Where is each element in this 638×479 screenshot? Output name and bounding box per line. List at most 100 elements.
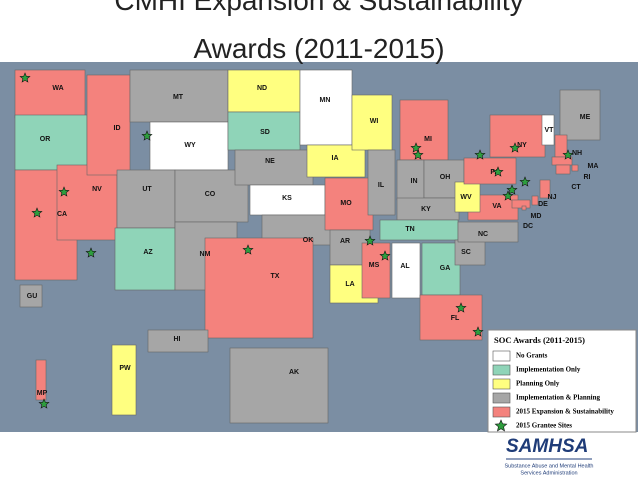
grantee-star: [472, 326, 484, 337]
grantee-star: [492, 166, 504, 177]
state-label: CO: [205, 191, 216, 198]
state-label: WY: [184, 142, 196, 149]
state-shape: [249, 184, 326, 216]
grantee-star: [19, 72, 31, 83]
legend-label: 2015 Grantee Sites: [516, 422, 572, 430]
grantee-star: [502, 190, 514, 201]
state-label: CA: [57, 211, 67, 218]
legend-title: SOC Awards (2011-2015): [494, 335, 585, 345]
state-shape: [463, 157, 517, 185]
state-shape: [147, 329, 209, 353]
state-shape: [419, 294, 483, 341]
state-label: KY: [421, 206, 431, 213]
grantee-star: [562, 149, 574, 160]
state-shape: [379, 219, 459, 241]
state-shape: [14, 114, 88, 171]
state-label: WI: [370, 118, 379, 125]
state-label: CT: [571, 184, 581, 191]
legend-box: [487, 329, 637, 433]
state-label: RI: [584, 174, 591, 181]
legend-swatch: [492, 364, 511, 376]
state-label: MN: [320, 97, 331, 104]
state-label: IL: [378, 182, 385, 189]
state-label: NC: [478, 231, 488, 238]
grantee-star: [85, 247, 97, 258]
state-label: PW: [119, 365, 131, 372]
legend-label: Implementation & Planning: [516, 394, 601, 402]
state-label: UT: [142, 186, 152, 193]
state-label: AR: [340, 238, 350, 245]
state-label: NV: [92, 186, 102, 193]
state-label: IA: [332, 155, 339, 162]
state-label: VT: [545, 127, 555, 134]
state-label: FL: [451, 315, 460, 322]
state-label: AK: [289, 369, 299, 376]
state-shape: [56, 164, 118, 241]
state-label: NY: [517, 142, 527, 149]
state-label: GU: [27, 293, 38, 300]
state-label: MP: [37, 390, 48, 397]
state-shape: [351, 94, 393, 151]
state-label: GA: [440, 265, 451, 272]
grantee-star: [58, 186, 70, 197]
state-shape: [391, 242, 421, 299]
grantee-star: [455, 302, 467, 313]
legend-label: No Grants: [516, 352, 548, 360]
state-shape: [457, 221, 519, 243]
state-shape: [541, 114, 555, 146]
state-shape: [454, 181, 481, 213]
state-shape: [559, 89, 601, 141]
state-label: MD: [531, 213, 542, 220]
state-label: DE: [538, 201, 548, 208]
grantee-star: [474, 149, 486, 160]
state-shape: [571, 164, 579, 172]
state-label: SD: [260, 129, 270, 136]
state-shape: [86, 74, 131, 176]
grantee-star: [509, 142, 521, 153]
state-label: MO: [340, 200, 352, 207]
legend-swatch: [492, 392, 511, 404]
state-label: OH: [440, 174, 451, 181]
legend-swatch: [492, 406, 511, 418]
state-label: HI: [174, 336, 181, 343]
state-shape: [361, 242, 391, 299]
title-line: CMHI Expansion & Sustainability: [114, 0, 524, 16]
grantee-star: [506, 184, 518, 195]
state-label: ME: [580, 114, 591, 121]
state-shape: [306, 144, 366, 178]
state-shape: [421, 242, 461, 296]
state-shape: [531, 195, 539, 206]
state-shape: [299, 69, 353, 146]
state-shape: [129, 69, 229, 123]
state-label: ID: [114, 125, 121, 132]
state-shape: [511, 199, 531, 209]
legend-swatch: [492, 350, 511, 362]
state-shape: [229, 347, 329, 424]
state-shape: [116, 169, 176, 229]
state-label: DC: [523, 223, 533, 230]
state-label: MI: [424, 136, 432, 143]
state-label: KS: [282, 195, 292, 202]
state-shape: [35, 359, 47, 401]
state-shape: [396, 159, 425, 201]
state-shape: [19, 284, 43, 308]
state-label: NJ: [548, 194, 557, 201]
logo-name: SAMHSA: [506, 436, 588, 457]
grantee-star: [242, 244, 254, 255]
state-label: NM: [200, 251, 211, 258]
legend-label: Planning Only: [516, 380, 560, 388]
state-label: AL: [400, 263, 410, 270]
state-shape: [204, 237, 314, 339]
state-shape: [399, 99, 449, 161]
grantee-star: [494, 419, 508, 432]
state-label: IN: [411, 178, 418, 185]
grantee-star: [379, 250, 391, 261]
grantee-star: [31, 207, 43, 218]
state-shape: [539, 179, 551, 199]
state-shape: [324, 177, 374, 231]
state-label: WA: [52, 85, 63, 92]
grantee-star: [412, 149, 424, 160]
state-label: LA: [345, 281, 354, 288]
